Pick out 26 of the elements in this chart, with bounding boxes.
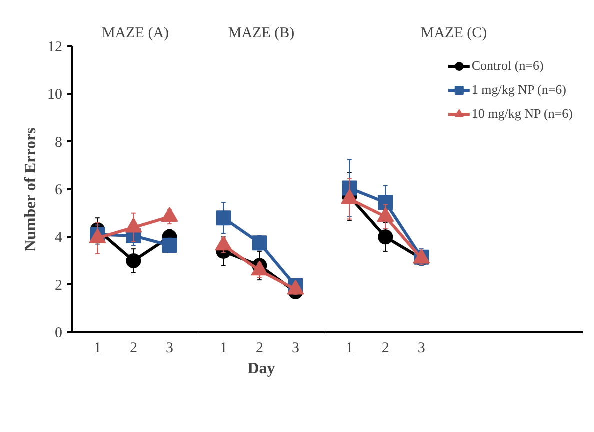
legend-label: 1 mg/kg NP (n=6) <box>472 82 566 98</box>
chart-title: MAZE (C) <box>420 26 488 42</box>
x-tick-label: 2 <box>256 340 264 356</box>
x-tick-label: 2 <box>382 340 390 356</box>
legend-label: Control (n=6) <box>472 58 544 74</box>
x-tick-label: 3 <box>418 340 426 356</box>
y-tick-label: 10 <box>48 87 62 104</box>
x-tick-label: 1 <box>220 340 228 356</box>
y-tick-label: 4 <box>55 230 63 246</box>
y-tick-label: 8 <box>55 134 62 151</box>
y-tick-label: 0 <box>55 326 62 342</box>
chart-title: MAZE (A) <box>102 26 170 42</box>
y-axis-title: Number of Errors <box>22 128 40 252</box>
point <box>216 210 232 226</box>
x-axis-title: Day <box>248 360 276 378</box>
y-tick-label: 6 <box>55 182 63 198</box>
point <box>252 236 268 251</box>
x-tick-label: 1 <box>346 340 354 356</box>
x-tick-label: 1 <box>94 340 102 356</box>
x-tick-label: 3 <box>292 340 300 356</box>
legend-label: 10 mg/kg NP (n=6) <box>472 106 573 122</box>
x-tick-label: 3 <box>166 340 174 356</box>
x-tick-label: 2 <box>130 340 138 356</box>
y-tick-label: 2 <box>55 278 62 294</box>
y-tick-label: 12 <box>48 40 62 56</box>
chart-title: MAZE (B) <box>228 26 295 42</box>
